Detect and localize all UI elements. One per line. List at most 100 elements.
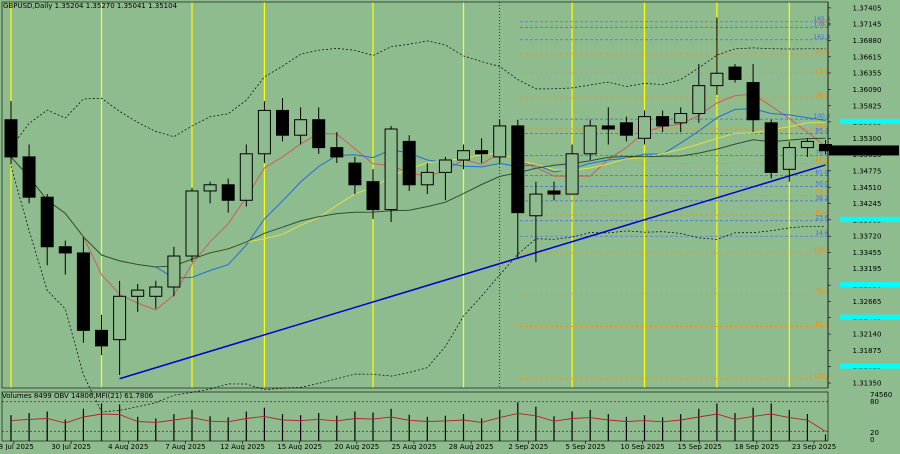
candle [511,119,525,260]
candle [583,119,597,160]
candle-body [384,128,398,211]
axis-level-marker [840,314,900,320]
candle [330,132,344,164]
obv-line [10,412,826,432]
candle-body [692,85,706,115]
candle [95,314,108,356]
price-tick-label: 1.32140 [853,331,882,339]
candle [529,181,543,263]
date-tick-label: 25 Aug 2025 [392,443,437,450]
axis-level-marker [840,282,900,288]
candle-body [221,184,235,201]
candle [764,119,778,179]
fib-level-label: 76.4 [815,150,829,157]
candle-body [764,122,778,173]
fib-level-label: 100.0 [813,247,830,254]
price-tick-label: 1.33720 [853,233,882,241]
candle [203,181,217,204]
candle-body [601,125,615,130]
subwindow-label: Volumes 8499 OBV 14806 MFI(21) 61.7806 [2,392,154,400]
candle-body [167,255,181,288]
date-tick-label: 15 Aug 2025 [277,443,322,450]
candle-body [438,159,452,173]
candle [40,194,54,266]
subwindow-axis-label: 0 [870,436,874,444]
ma-fast-line [10,93,826,311]
date-tick-label: 28 Jul 2025 [0,443,34,450]
price-tick-label: 1.34775 [853,167,882,175]
subwindow-axis-label: 20 [870,429,879,437]
lower-band-line [10,166,826,413]
candle-body [782,147,796,170]
candle [457,144,470,170]
candle [475,138,489,164]
fib-level-label: 0.0 [817,20,827,27]
candle [22,144,36,204]
candle-body [529,193,543,217]
fib-level-label: 50.0 [815,181,829,188]
price-tick-label: 1.32665 [853,298,882,306]
price-tick-label: 1.37145 [853,20,882,28]
candle-body [656,116,670,127]
price-tick-label: 1.31875 [853,347,882,355]
candle [638,110,651,145]
axis-level-marker [840,363,900,369]
candle-body [149,286,163,297]
subwindow-frame [1,391,829,442]
candle-body [565,153,579,195]
candle-body [420,171,434,186]
date-tick-label: 28 Aug 2025 [449,443,494,450]
fib-level-label: 14.6 [815,230,829,237]
fib-level-label: 85.4 [815,209,829,216]
candle [619,116,633,142]
candle-body [131,289,145,297]
price-tick-label: 1.36615 [853,53,882,61]
candle-body [583,125,597,155]
ma-long-line [10,137,826,268]
candle-body [76,252,90,331]
candle [710,17,724,95]
date-tick-label: 10 Sep 2025 [620,443,664,450]
fib-level-label: 176.4 [813,21,830,28]
candle [4,101,18,165]
candle [348,156,362,195]
date-tick-label: 4 Aug 2025 [108,443,148,450]
candle [692,63,706,123]
candle [746,63,760,133]
candle [312,107,326,154]
fib-level-label: 61.8 [815,158,829,165]
current-price-badge [829,145,899,156]
candle [167,246,181,297]
candle-body [728,66,742,80]
price-tick-label: 1.34510 [853,184,882,192]
fib-level-label: 85.4 [815,127,829,134]
candle-body [276,109,289,136]
candle [728,63,742,83]
candle-body [402,140,416,186]
subwindow-axis-label: 74560 [870,391,892,399]
axis-level-marker [840,118,900,124]
fib-level-label: 61.8 [815,169,829,176]
fib-level-label: 85.4 [815,321,829,328]
candle-body [113,295,127,341]
price-tick-label: 1.33455 [853,249,882,257]
candle-body [674,113,688,124]
date-tick-label: 18 Sep 2025 [735,443,779,450]
date-axis: 28 Jul 2025 30 Jul 2025 4 Aug 2025 7 Aug 20… [0,441,836,451]
candle [438,156,452,201]
fib-level-label: 161.8 [813,34,830,41]
candle [113,280,127,375]
candle-body [457,150,470,161]
candle [239,144,253,207]
candle [257,101,271,164]
candle-body [185,190,199,257]
price-tick-label: 1.34245 [853,200,882,208]
candle-body [239,153,253,201]
axis-level-marker [840,216,900,222]
candle-body [800,140,814,149]
fib-level-label: 38.2 [815,92,829,99]
candle [674,107,688,133]
candle-body [475,150,489,155]
fib-level-label: 185.4 [813,16,830,23]
